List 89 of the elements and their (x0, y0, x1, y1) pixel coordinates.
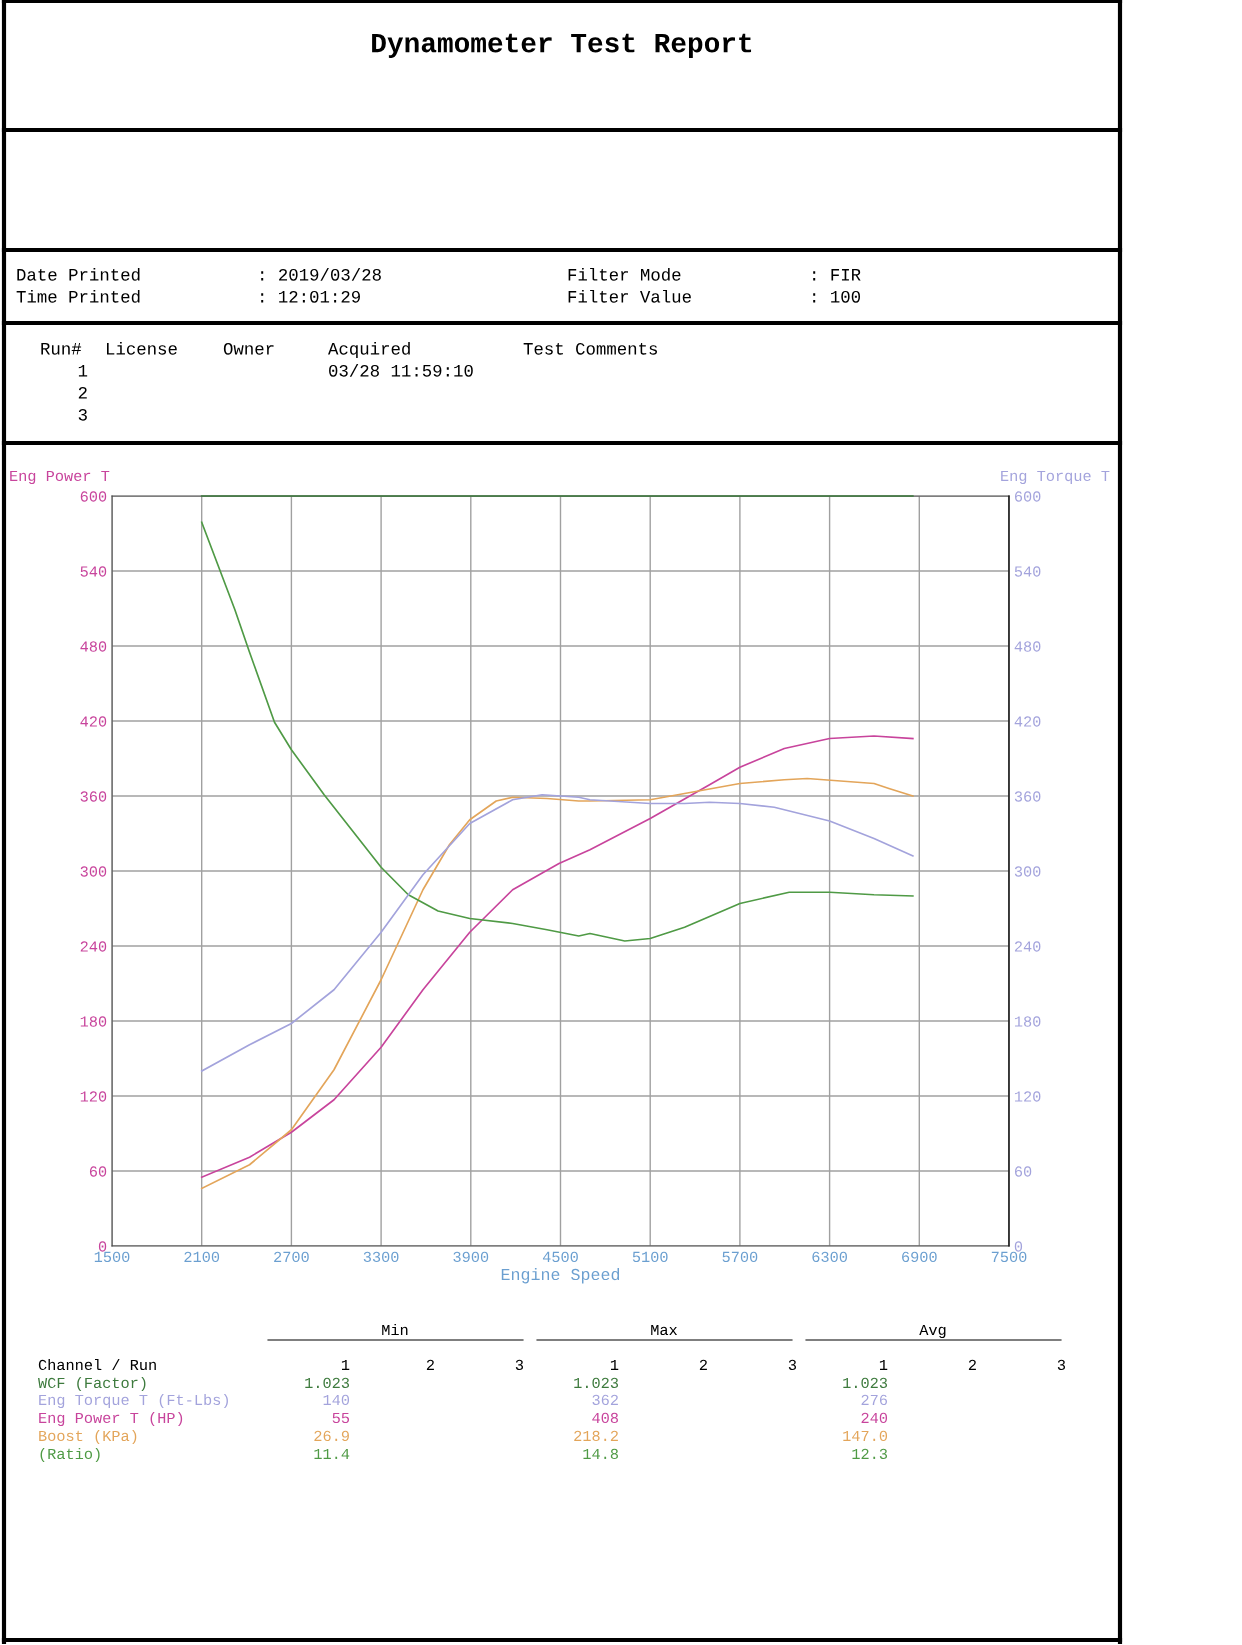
text: 1 (610, 1359, 619, 1370)
y-tick-label: 420 (80, 716, 107, 727)
y2-tick-label: 480 (1014, 641, 1041, 652)
y-tick-label: 120 (80, 1091, 107, 1102)
line-series (200, 521, 914, 942)
x-axis-title: Engine Speed (501, 1267, 620, 1284)
x-tick-label: 6300 (812, 1251, 847, 1263)
line-series (200, 793, 914, 1072)
y-tick-label: 180 (80, 1016, 107, 1027)
y2-tick-label: 240 (1014, 941, 1041, 952)
text: Filter Value (568, 289, 691, 303)
text: Run# (41, 343, 82, 355)
y-axis-title: Eng Power T (10, 470, 110, 485)
text: Eng Torque T (Ft-Lbs) (39, 1393, 228, 1409)
text: 12.3 (852, 1448, 888, 1460)
x-tick-label: 7500 (991, 1251, 1027, 1263)
text: : 12:01:29 (261, 290, 360, 303)
text: Eng Power T (HP) (39, 1411, 183, 1427)
text: 2 (78, 386, 87, 399)
text: 55 (332, 1412, 350, 1424)
text: 3 (78, 408, 87, 421)
chart-title: Dynamometer Test Report (372, 33, 752, 58)
x-tick-label: 3900 (453, 1251, 489, 1263)
x-tick-label: 5700 (722, 1251, 758, 1263)
text: Time Printed (16, 289, 140, 303)
text: Boost (KPa) (39, 1429, 137, 1445)
text: License (107, 341, 177, 355)
y-tick-label: 540 (80, 566, 107, 577)
text: 408 (592, 1412, 618, 1424)
text: 276 (861, 1394, 888, 1406)
text: 240 (861, 1412, 888, 1424)
text: 362 (592, 1394, 618, 1406)
text: 140 (323, 1394, 350, 1406)
x-tick-label: 3300 (363, 1251, 399, 1263)
text: Acquired (328, 341, 410, 359)
x-tick-label: 5100 (632, 1251, 668, 1263)
text: 14.8 (583, 1448, 618, 1460)
y2-axis-title: Eng Torque T (1001, 470, 1110, 485)
text: 2 (968, 1359, 976, 1370)
y2-tick-label: 0 (1014, 1241, 1023, 1252)
text: Channel / Run (38, 1358, 156, 1371)
text: 03/28 11:59:10 (329, 363, 473, 377)
y2-tick-label: 360 (1014, 791, 1041, 802)
text: 1 (78, 365, 88, 377)
y-tick-label: 360 (80, 791, 107, 802)
y2-tick-label: 420 (1014, 716, 1041, 727)
x-tick-label: 6900 (902, 1251, 937, 1263)
text: : FIR (813, 269, 861, 281)
text: 11.4 (314, 1448, 350, 1459)
text: Filter Mode (568, 267, 681, 281)
x-tick-label: 1500 (94, 1251, 130, 1263)
x-tick-label: 2100 (184, 1251, 220, 1263)
y-tick-label: 60 (89, 1166, 107, 1177)
text: Avg (919, 1324, 946, 1339)
x-tick-label: 2700 (274, 1251, 309, 1263)
text: 147.0 (843, 1430, 888, 1442)
text: 3 (1057, 1359, 1066, 1371)
text: WCF (Factor) (38, 1376, 146, 1392)
text: Min (382, 1323, 408, 1335)
y-tick-label: 0 (98, 1241, 107, 1252)
text: : 100 (813, 290, 861, 303)
text: 1 (341, 1359, 350, 1370)
text: (Ratio) (40, 1447, 100, 1463)
text: 218.2 (574, 1430, 618, 1442)
text: 1 (879, 1359, 888, 1370)
x-tick-label: 4500 (542, 1251, 578, 1263)
text: Test Comments (523, 342, 658, 355)
y-tick-label: 480 (80, 641, 107, 652)
y-tick-label: 300 (80, 866, 107, 877)
text: 3 (515, 1359, 524, 1371)
text: 3 (788, 1359, 797, 1371)
text: 1.023 (305, 1377, 350, 1389)
y2-tick-label: 540 (1014, 566, 1041, 577)
text: 26.9 (314, 1430, 349, 1442)
y2-tick-label: 180 (1014, 1016, 1041, 1027)
y-tick-label: 600 (80, 491, 107, 502)
y2-tick-label: 120 (1014, 1091, 1041, 1102)
text: 1.023 (574, 1377, 619, 1389)
text: 1.023 (843, 1377, 888, 1389)
text: 2 (426, 1359, 434, 1370)
text: Owner (223, 342, 274, 355)
text: : 2019/03/28 (261, 267, 381, 281)
text: Max (651, 1324, 678, 1336)
text: Date Printed (17, 267, 140, 281)
y-tick-label: 240 (80, 941, 107, 952)
y2-tick-label: 300 (1014, 866, 1041, 877)
text: 2 (699, 1359, 707, 1370)
y2-tick-label: 60 (1014, 1166, 1032, 1177)
y2-tick-label: 600 (1014, 491, 1041, 502)
